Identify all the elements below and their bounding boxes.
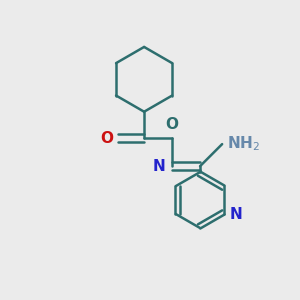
- Text: NH$_2$: NH$_2$: [226, 135, 260, 154]
- Text: O: O: [166, 117, 178, 132]
- Text: O: O: [100, 131, 113, 146]
- Text: N: N: [230, 206, 242, 221]
- Text: N: N: [153, 159, 166, 174]
